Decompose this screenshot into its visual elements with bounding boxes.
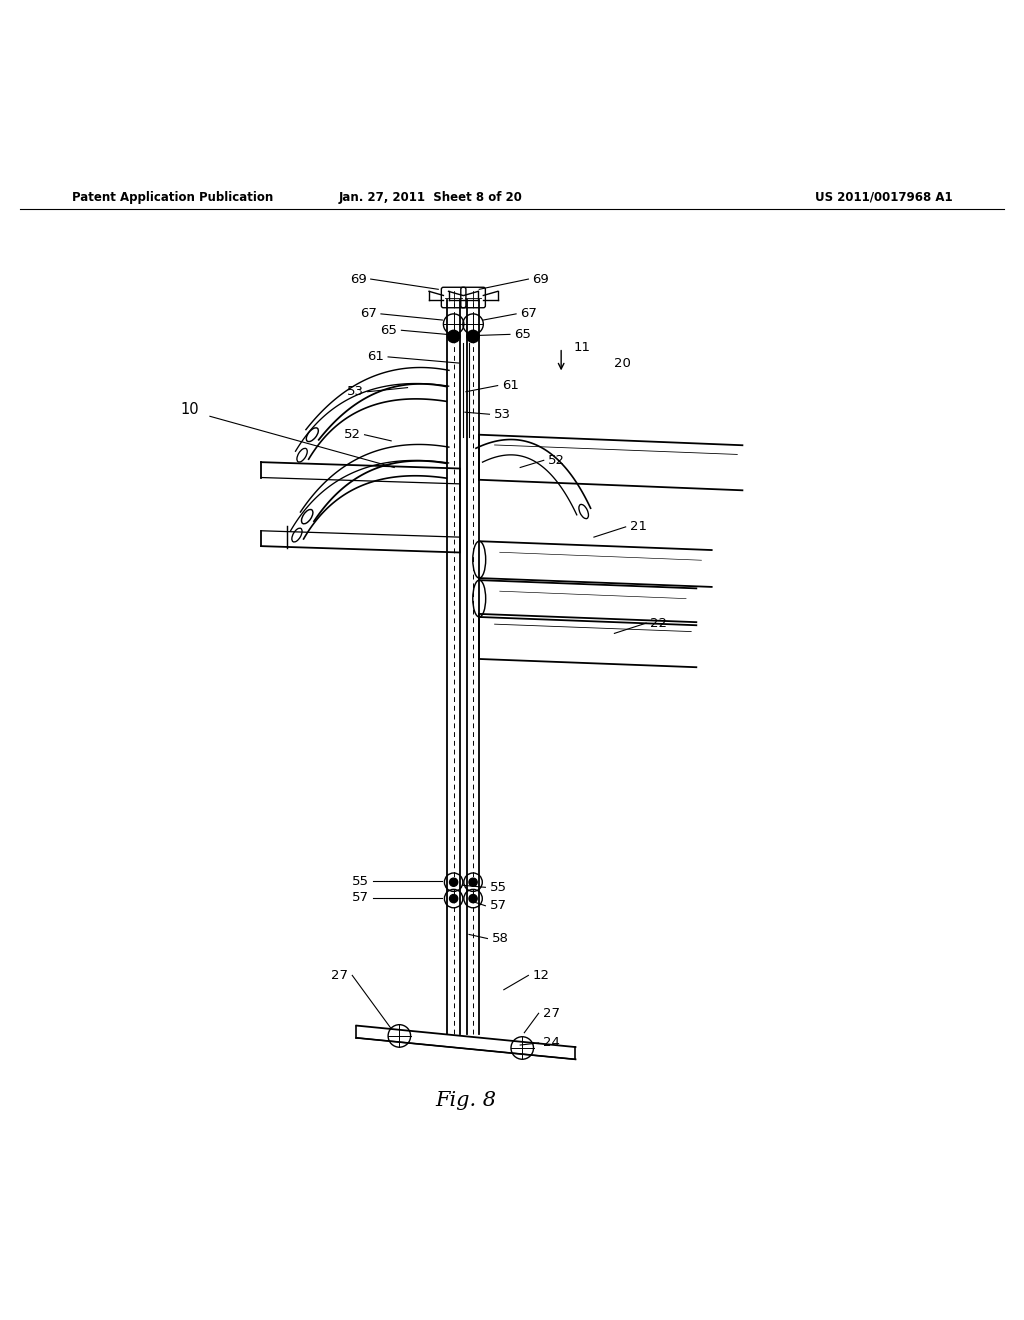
Circle shape [469,878,477,886]
Text: 27: 27 [543,1007,560,1020]
Text: 58: 58 [492,932,508,945]
Text: 69: 69 [532,272,549,285]
Text: 69: 69 [350,272,367,285]
Text: 12: 12 [532,969,550,982]
Text: 65: 65 [514,327,530,341]
Text: 22: 22 [650,616,668,630]
Text: 53: 53 [494,408,511,421]
Text: 24: 24 [543,1036,559,1049]
Text: 55: 55 [351,875,369,887]
Circle shape [469,895,477,903]
Circle shape [450,895,458,903]
Text: 20: 20 [614,356,631,370]
Text: 52: 52 [343,428,360,441]
Text: 10: 10 [180,401,199,417]
Text: 53: 53 [346,385,364,399]
Circle shape [447,330,460,343]
Text: Jan. 27, 2011  Sheet 8 of 20: Jan. 27, 2011 Sheet 8 of 20 [338,190,522,203]
Circle shape [467,330,479,343]
Text: 55: 55 [489,880,507,894]
Text: Fig. 8: Fig. 8 [435,1090,497,1110]
Text: 61: 61 [502,379,518,392]
Text: 57: 57 [351,891,369,904]
Text: 11: 11 [573,341,591,354]
Text: 67: 67 [520,308,537,321]
Text: 65: 65 [381,323,397,337]
Text: 52: 52 [548,454,565,467]
Text: 61: 61 [368,350,384,363]
Text: US 2011/0017968 A1: US 2011/0017968 A1 [815,190,952,203]
Text: 67: 67 [360,308,377,321]
Text: Patent Application Publication: Patent Application Publication [72,190,273,203]
Circle shape [450,878,458,886]
Text: 21: 21 [630,520,647,533]
Text: 57: 57 [489,899,507,912]
Text: 27: 27 [331,969,348,982]
